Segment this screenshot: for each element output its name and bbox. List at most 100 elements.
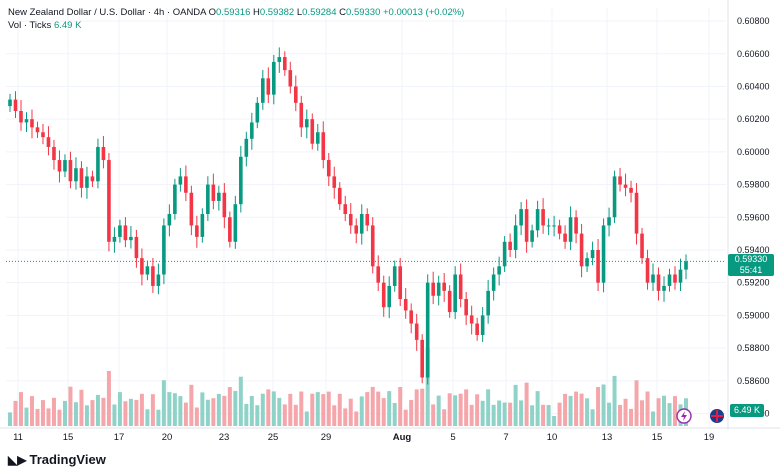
candle-body [612, 176, 617, 218]
volume-bar [403, 409, 408, 426]
volume-bar [464, 389, 469, 426]
candle-body [392, 266, 397, 286]
candle-body [431, 282, 435, 296]
time-tick-label: 15 [652, 432, 663, 443]
volume-bar [601, 384, 606, 426]
candle-body [552, 225, 556, 227]
volume-bar [249, 396, 254, 426]
volume-bar [211, 398, 216, 426]
candle-body [541, 209, 545, 226]
price-tick-label: 0.60400 [737, 81, 770, 91]
volume-bar [73, 402, 78, 426]
volume-bar [57, 409, 62, 426]
tradingview-logo[interactable]: ◣▶ TradingView [8, 452, 106, 467]
volume-bar [651, 411, 656, 426]
volume-label[interactable]: Vol · Ticks [8, 20, 52, 31]
volume-bar [618, 404, 623, 426]
time-tick-label: 19 [704, 432, 715, 443]
volume-bar [673, 396, 678, 426]
volume-bar [376, 391, 381, 426]
flash-icon-glyph [681, 411, 687, 421]
candle-body [96, 146, 100, 182]
volume-bar [167, 392, 172, 426]
candle-body [326, 160, 331, 177]
volume-bar [645, 391, 650, 426]
volume-bar [414, 389, 419, 426]
volume-bar [590, 409, 595, 426]
volume-bar [134, 399, 139, 426]
volume-bar [563, 393, 568, 426]
candle-body [524, 209, 529, 242]
volume-bar [662, 395, 667, 426]
volume-bar [381, 398, 386, 426]
volume-bar [156, 409, 161, 426]
candle-body [57, 160, 62, 172]
candle-body [425, 282, 430, 378]
volume-bar [222, 395, 227, 426]
candle-body [304, 119, 309, 128]
candle-body [85, 176, 89, 188]
candle-body [140, 258, 144, 275]
volume-bar [557, 402, 562, 426]
low-label: L [296, 7, 303, 18]
candle-body [129, 236, 133, 241]
candle-body [464, 299, 468, 316]
candle-body [486, 290, 490, 316]
candle-body [63, 160, 67, 172]
volume-bar [667, 403, 672, 426]
candle-body [74, 168, 78, 182]
volume-bar [326, 391, 331, 426]
candle-body [178, 176, 183, 185]
volume-bar [260, 393, 265, 426]
volume-bar [480, 400, 485, 426]
symbol-title[interactable]: New Zealand Dollar / U.S. Dollar · 4h · … [8, 7, 206, 18]
bar-countdown: 55:41 [739, 265, 763, 275]
volume-bar [200, 392, 205, 426]
price-tick-label: 0.59400 [737, 245, 770, 255]
volume-bar [304, 411, 309, 426]
volume-bar [216, 393, 221, 426]
candle-body [239, 156, 243, 205]
volume-bar [442, 409, 447, 426]
chart-legend: New Zealand Dollar / U.S. Dollar · 4h · … [8, 6, 464, 32]
candle-body [68, 160, 73, 182]
volume-bar [90, 400, 95, 426]
time-tick-label: 29 [321, 432, 332, 443]
volume-bar [343, 408, 348, 426]
candle-body [585, 258, 589, 267]
brand-name: TradingView [29, 452, 106, 467]
volume-bar [321, 394, 326, 426]
time-tick-label: 5 [450, 432, 455, 443]
price-tick-label: 0.59800 [737, 180, 770, 190]
volume-bar [106, 371, 111, 426]
current-volume-tag: 6.49 K [730, 404, 764, 417]
candle-body [557, 225, 562, 234]
candle-body [623, 184, 628, 188]
volume-bar [29, 396, 34, 426]
volume-bar [112, 404, 117, 426]
candle-body [315, 132, 320, 144]
candle-body [607, 217, 611, 226]
price-tick-label: 0.59000 [737, 310, 770, 320]
volume-bar [486, 389, 491, 426]
candle-body [282, 57, 287, 71]
volume-bar [612, 375, 617, 426]
volume-bar [365, 392, 370, 426]
candle-body [535, 209, 540, 231]
volume-bar [18, 392, 23, 426]
volume-bar [568, 395, 573, 426]
volume-bar [266, 389, 271, 426]
candle-body [513, 225, 518, 250]
candle-body [195, 225, 199, 237]
candle-body [442, 282, 446, 291]
volume-bar [458, 393, 463, 426]
volume-bar [552, 416, 557, 426]
volume-bar [596, 387, 601, 426]
volume-bar [293, 404, 298, 426]
candle-body [667, 274, 672, 286]
candle-body [233, 204, 238, 242]
candle-body [24, 119, 29, 123]
volume-bar [354, 411, 359, 426]
time-tick-label: 23 [219, 432, 230, 443]
